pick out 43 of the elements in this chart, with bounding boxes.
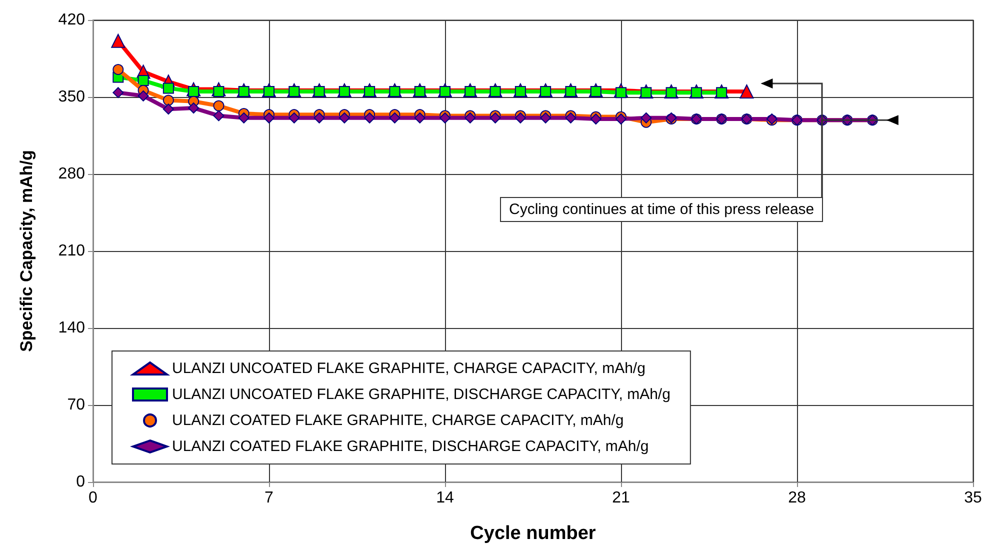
point (162, 94, 174, 106)
x-tick-label: 14 (436, 490, 454, 506)
y-tick-label: 70 (67, 396, 86, 414)
point (111, 34, 126, 48)
point (162, 82, 174, 94)
legend-label: ULANZI COATED FLAKE GRAPHITE, DISCHARGE CAPACITY, mAh/g (172, 438, 649, 455)
x-axis-title: Cycle number (470, 523, 596, 544)
legend-label: ULANZI UNCOATED FLAKE GRAPHITE, CHARGE CAPACITY, mAh/g (172, 360, 646, 377)
x-tick-label: 21 (612, 490, 630, 506)
point (616, 114, 626, 124)
point (740, 84, 754, 98)
point (288, 112, 300, 124)
point (338, 112, 350, 124)
y-tick-label: 0 (76, 474, 86, 490)
point (314, 112, 325, 124)
x-tick-label: 35 (964, 490, 982, 506)
y-axis-title: Specific Capacity, mAh/g (17, 150, 36, 352)
legend-label: ULANZI UNCOATED FLAKE GRAPHITE, DISCHARGE CAPACITY, mAh/g (172, 386, 670, 403)
point (213, 100, 224, 112)
point (138, 90, 149, 102)
legend-label: ULANZI COATED FLAKE GRAPHITE, CHARGE CAPACITY, mAh/g (172, 412, 624, 429)
point (213, 110, 224, 122)
point (264, 112, 274, 124)
x-tick-label: 7 (264, 490, 274, 506)
point (364, 112, 376, 124)
y-tick-label: 140 (58, 320, 86, 336)
y-tick-label: 280 (58, 166, 86, 182)
point (112, 64, 124, 75)
annotation: Cycling continues at time of this press release (500, 197, 824, 222)
x-tick-label: 0 (88, 490, 98, 506)
point (238, 112, 250, 124)
y-tick-label: 420 (58, 12, 86, 28)
point (138, 75, 149, 86)
point (389, 112, 400, 124)
point (640, 112, 652, 124)
y-tick-label: 210 (58, 242, 86, 260)
point (590, 114, 602, 124)
point (414, 112, 426, 124)
point (112, 87, 124, 98)
point (162, 104, 174, 115)
point (188, 102, 200, 114)
y-tick-label: 350 (58, 88, 86, 106)
x-tick-label: 28 (788, 490, 806, 506)
